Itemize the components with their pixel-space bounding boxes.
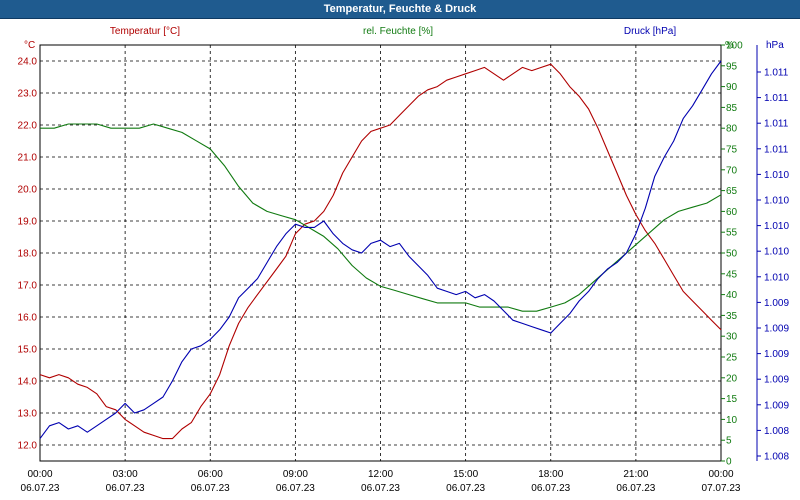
y-tick-label-humidity: 55 [726, 228, 738, 239]
x-tick-label-time: 00:00 [27, 469, 52, 480]
x-tick-label-time: 09:00 [283, 469, 308, 480]
y-tick-label-humidity: 0 [726, 457, 732, 468]
y-tick-label-temperature: 21.0 [18, 153, 38, 164]
temperature-legend-label: Temperatur [°C] [110, 26, 180, 37]
x-tick-label-time: 18:00 [538, 469, 563, 480]
y-tick-label-humidity: 80 [726, 124, 738, 135]
y-tick-label-temperature: 13.0 [18, 409, 38, 420]
y-tick-label-humidity: 70 [726, 165, 738, 176]
axes: °C Temperatur [°C] rel. Feuchte [%] % Dr… [18, 26, 790, 494]
y-tick-label-temperature: 12.0 [18, 441, 38, 452]
y-tick-label-pressure: 1.009 [764, 400, 789, 411]
temperature-line [39, 63, 722, 440]
x-tick-label-time: 12:00 [368, 469, 393, 480]
title-bar: Temperatur, Feuchte & Druck [0, 0, 800, 19]
x-tick-label-time: 06:00 [198, 469, 223, 480]
y-tick-label-pressure: 1.009 [764, 298, 789, 309]
x-tick-label-time: 15:00 [453, 469, 478, 480]
x-tick-label-date: 06.07.23 [21, 483, 60, 494]
y-tick-label-humidity: 35 [726, 311, 738, 322]
y-tick-label-humidity: 30 [726, 332, 738, 343]
y-tick-label-temperature: 23.0 [18, 89, 38, 100]
plot-background [39, 44, 722, 462]
x-tick-label-date: 06.07.23 [531, 483, 570, 494]
y-tick-label-humidity: 50 [726, 249, 738, 260]
y-tick-label-pressure: 1.011 [764, 93, 789, 104]
pressure-unit-label: hPa [766, 40, 784, 51]
y-tick-label-pressure: 1.011 [764, 119, 789, 130]
x-tick-label-date: 06.07.23 [616, 483, 655, 494]
y-tick-label-temperature: 24.0 [18, 57, 38, 68]
pressure-line [39, 60, 722, 439]
x-tick-label-time: 21:00 [623, 469, 648, 480]
y-tick-label-pressure: 1.011 [764, 68, 789, 79]
y-tick-label-temperature: 20.0 [18, 185, 38, 196]
y-tick-label-humidity: 90 [726, 82, 738, 93]
series-lines [39, 60, 722, 440]
y-tick-label-temperature: 22.0 [18, 121, 38, 132]
y-tick-label-humidity: 85 [726, 103, 738, 114]
y-tick-label-humidity: 40 [726, 290, 738, 301]
chart-title: Temperatur, Feuchte & Druck [323, 3, 477, 15]
pressure-legend-label: Druck [hPa] [624, 26, 676, 37]
y-tick-label-temperature: 16.0 [18, 313, 38, 324]
y-tick-label-pressure: 1.009 [764, 349, 789, 360]
y-tick-label-humidity: 20 [726, 373, 738, 384]
y-tick-label-pressure: 1.010 [764, 221, 789, 232]
y-tick-label-pressure: 1.010 [764, 170, 789, 181]
y-tick-label-humidity: 65 [726, 186, 738, 197]
y-tick-label-humidity: 95 [726, 61, 738, 72]
y-tick-label-temperature: 18.0 [18, 249, 38, 260]
y-tick-label-temperature: 15.0 [18, 345, 38, 356]
humidity-legend-label: rel. Feuchte [%] [363, 26, 433, 37]
y-tick-label-pressure: 1.010 [764, 272, 789, 283]
y-tick-label-pressure: 1.009 [764, 324, 789, 335]
temperature-unit-label: °C [24, 40, 35, 51]
x-tick-label-time: 03:00 [113, 469, 138, 480]
x-tick-label-date: 06.07.23 [106, 483, 145, 494]
y-tick-label-pressure: 1.010 [764, 247, 789, 258]
y-tick-label-pressure: 1.011 [764, 144, 789, 155]
y-tick-label-humidity: 100 [726, 41, 743, 52]
y-tick-label-temperature: 17.0 [18, 281, 38, 292]
y-tick-label-humidity: 15 [726, 394, 738, 405]
x-tick-label-date: 07.07.23 [702, 483, 741, 494]
y-tick-label-temperature: 19.0 [18, 217, 38, 228]
humidity-unit-label: % [725, 40, 734, 51]
y-tick-label-humidity: 45 [726, 269, 738, 280]
y-tick-label-pressure: 1.009 [764, 375, 789, 386]
y-tick-label-pressure: 1.008 [764, 452, 789, 463]
y-tick-label-humidity: 5 [726, 436, 732, 447]
x-tick-label-date: 06.07.23 [446, 483, 485, 494]
x-tick-label-date: 06.07.23 [276, 483, 315, 494]
y-tick-label-humidity: 60 [726, 207, 738, 218]
y-tick-label-pressure: 1.008 [764, 426, 789, 437]
y-tick-label-temperature: 14.0 [18, 377, 38, 388]
x-tick-label-date: 06.07.23 [191, 483, 230, 494]
y-tick-label-humidity: 75 [726, 145, 738, 156]
x-tick-label-time: 00:00 [708, 469, 733, 480]
x-tick-label-date: 06.07.23 [361, 483, 400, 494]
y-tick-label-humidity: 10 [726, 415, 738, 426]
y-tick-label-humidity: 25 [726, 353, 738, 364]
y-tick-label-pressure: 1.010 [764, 196, 789, 207]
